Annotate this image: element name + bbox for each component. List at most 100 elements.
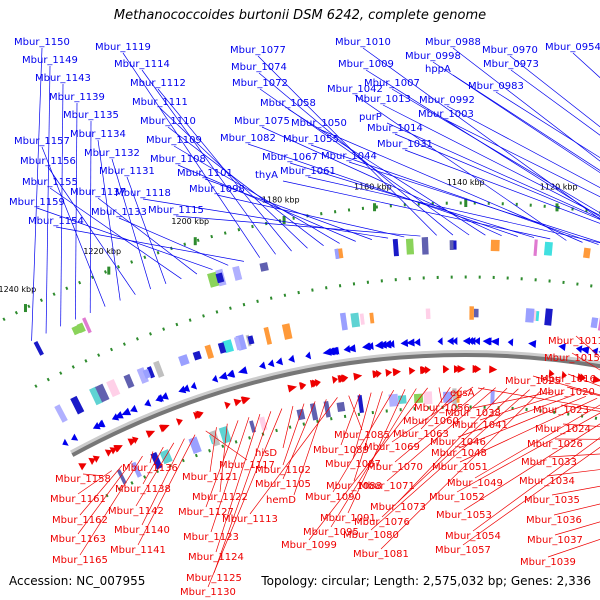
- feature-block: [334, 248, 340, 260]
- leader-line-bottom: [474, 404, 600, 479]
- gene-label-top: Mbur_1110: [140, 116, 196, 127]
- feature-block: [76, 322, 86, 334]
- gene-label-bottom: Mbur_1033: [521, 457, 577, 468]
- gene-label-top: Mbur_1115: [148, 205, 204, 216]
- leader-line-bottom: [205, 430, 248, 461]
- gene-label-bottom: Mbur_1162: [52, 515, 108, 526]
- leader-line-top: [386, 122, 600, 219]
- reverse-gene: [442, 365, 450, 374]
- gene-label-bottom: Mbur_1038: [445, 408, 501, 419]
- leader-line-bottom: [458, 396, 587, 449]
- leader-line-top: [348, 161, 600, 243]
- gene-label-top: Mbur_1098: [189, 184, 245, 195]
- gene-label-bottom: Mbur_1052: [429, 492, 485, 503]
- forward-gene: [400, 338, 409, 347]
- leader-line-bottom: [547, 539, 600, 558]
- reverse-gene: [78, 463, 87, 471]
- feature-block: [309, 403, 319, 421]
- leader-line-top: [31, 47, 43, 341]
- leader-line-top: [122, 52, 261, 258]
- leader-line-bottom: [282, 405, 294, 449]
- gene-label-bottom: Mbur_1121: [182, 472, 238, 483]
- feature-block: [178, 354, 190, 367]
- gene-label-top: Mbur_0954: [545, 42, 600, 53]
- gene-label-bottom: Mbur_1117: [219, 460, 275, 471]
- feature-block: [490, 390, 495, 405]
- gene-label-bottom: Mbur_1165: [52, 555, 108, 566]
- feature-block: [339, 312, 348, 331]
- leader-line-top: [391, 88, 600, 214]
- leader-line-bottom: [546, 469, 600, 477]
- scale-tick: [282, 215, 286, 224]
- feature-block: [359, 313, 365, 325]
- leader-line-bottom: [79, 455, 143, 556]
- leader-line-bottom: [548, 453, 600, 458]
- feature-block: [369, 312, 375, 324]
- forward-gene: [190, 381, 198, 390]
- gene-label-bottom: Mbur_1088: [326, 481, 382, 492]
- scale-label: 1140 kbp: [447, 178, 485, 187]
- gene-label-top: Mbur_1072: [232, 78, 288, 89]
- gene-label-top: Mbur_1061: [280, 166, 336, 177]
- gene-label-top: hppA: [425, 64, 451, 75]
- feature-block: [192, 350, 202, 361]
- forward-gene: [467, 337, 473, 346]
- leader-line-bottom: [457, 394, 575, 438]
- forward-gene: [483, 337, 492, 346]
- leader-line-bottom: [347, 389, 406, 514]
- gene-label-top: Mbur_1055: [283, 134, 339, 145]
- gene-label-bottom: Mbur_1023: [533, 405, 589, 416]
- feature-block: [392, 238, 399, 257]
- gene-label-bottom: Mbur_1081: [353, 549, 409, 560]
- leader-line-bottom: [551, 485, 600, 496]
- leader-line-top: [572, 52, 600, 79]
- gene-label-top: Mbur_1139: [49, 92, 105, 103]
- forward-gene: [160, 392, 169, 400]
- feature-block: [218, 425, 232, 444]
- reverse-gene: [331, 376, 339, 384]
- reverse-gene: [175, 418, 183, 426]
- gene-label-bottom: Mbur_1085: [334, 430, 390, 441]
- gene-label-top: Mbur_1067: [262, 152, 318, 163]
- reverse-gene: [489, 365, 498, 374]
- reverse-gene: [419, 366, 427, 375]
- gene-label-top: Mbur_1131: [99, 166, 155, 177]
- leader-line-top: [452, 47, 600, 162]
- leader-line-bottom: [575, 335, 600, 358]
- feature-block: [421, 237, 429, 255]
- feature-block: [388, 393, 399, 407]
- feature-block: [423, 391, 433, 405]
- forward-gene: [528, 340, 537, 349]
- gene-label-bottom: Mbur_1113: [222, 514, 278, 525]
- forward-gene: [346, 344, 356, 353]
- gene-label-bottom: Mbur_1095: [303, 527, 359, 538]
- feature-block: [583, 247, 591, 259]
- gene-label-bottom: Mbur_1039: [520, 557, 576, 568]
- gene-label-bottom: Mbur_1020: [539, 387, 595, 398]
- leader-line-bottom: [430, 386, 451, 417]
- leader-line-bottom: [210, 417, 250, 533]
- reverse-gene: [472, 365, 480, 374]
- leader-line-top: [495, 91, 600, 159]
- gene-label-top: Mbur_1010: [335, 37, 391, 48]
- gene-label-top: Mbur_1119: [95, 42, 151, 53]
- leader-line-bottom: [215, 414, 261, 553]
- feature-block: [544, 308, 553, 326]
- feature-block: [296, 408, 306, 421]
- leader-line-top: [509, 55, 600, 128]
- feature-block: [95, 383, 110, 403]
- forward-gene: [288, 354, 295, 363]
- leader-line-bottom: [456, 412, 600, 493]
- forward-gene: [447, 337, 454, 346]
- forward-gene: [305, 351, 312, 360]
- gene-label-bottom: Mbur_1046: [430, 437, 486, 448]
- leader-line-bottom: [560, 404, 600, 412]
- gene-features: [33, 237, 600, 485]
- leader-line-top: [141, 69, 276, 255]
- gene-label-top: Mbur_0992: [419, 95, 475, 106]
- gene-label-bottom: Mbur_1090: [305, 492, 361, 503]
- gene-label-bottom: Mbur_1024: [535, 424, 591, 435]
- reverse-gene: [233, 398, 242, 407]
- leader-line-bottom: [282, 403, 305, 466]
